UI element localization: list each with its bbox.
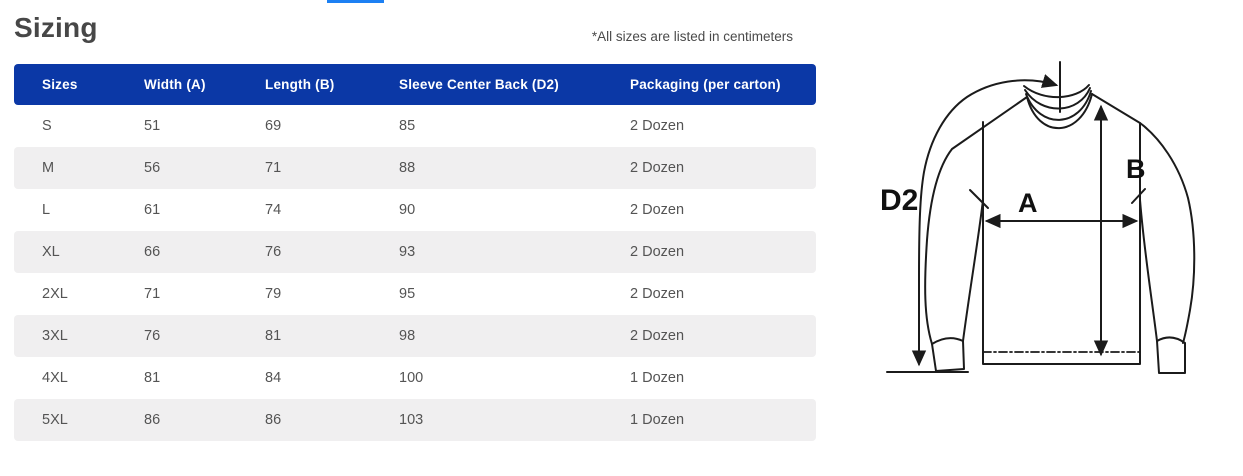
column-header-width: Width (A) [144, 77, 206, 92]
packaging-cell: 1 Dozen [630, 412, 685, 428]
sleeve-cell: 93 [399, 244, 416, 260]
sleeve-arrow-D2 [911, 74, 1059, 367]
length-cell: 76 [265, 244, 282, 260]
width-cell: 86 [144, 412, 161, 428]
column-header-sleeve: Sleeve Center Back (D2) [399, 77, 559, 92]
right-armpit-tick [1131, 188, 1146, 204]
width-cell: 66 [144, 244, 161, 260]
packaging-cell: 2 Dozen [630, 244, 685, 260]
measurement-arrows [886, 61, 1146, 373]
measurement-label-a: A [1018, 188, 1038, 218]
size-cell: M [42, 160, 55, 176]
page-title: Sizing [14, 12, 98, 43]
sleeve-cell: 95 [399, 286, 416, 302]
size-cell: 4XL [42, 370, 68, 386]
width-cell: 76 [144, 328, 161, 344]
shirt-outline [924, 84, 1196, 374]
measurement-label-d2: D2 [880, 184, 918, 217]
table-row: 4XL 81 84 100 1 Dozen [14, 357, 816, 399]
size-cell: 3XL [42, 328, 68, 344]
table-header-row: Sizes Width (A) Length (B) Sleeve Center… [14, 64, 816, 105]
sleeve-cell: 98 [399, 328, 416, 344]
units-note: *All sizes are listed in centimeters [591, 29, 793, 44]
length-cell: 79 [265, 286, 282, 302]
sleeve-cell: 100 [399, 370, 424, 386]
column-header-sizes: Sizes [42, 77, 78, 92]
length-cell: 84 [265, 370, 282, 386]
table-row: 2XL 71 79 95 2 Dozen [14, 273, 816, 315]
table-row: 5XL 86 86 103 1 Dozen [14, 399, 816, 441]
table-row: L 61 74 90 2 Dozen [14, 189, 816, 231]
table-row: S 51 69 85 2 Dozen [14, 105, 816, 147]
measurement-label-b: B [1126, 154, 1146, 184]
packaging-cell: 1 Dozen [630, 370, 685, 386]
packaging-cell: 2 Dozen [630, 202, 685, 218]
left-armpit-tick [969, 189, 989, 209]
column-header-length: Length (B) [265, 77, 335, 92]
width-cell: 81 [144, 370, 161, 386]
table-row: XL 66 76 93 2 Dozen [14, 231, 816, 273]
width-cell: 61 [144, 202, 161, 218]
length-cell: 71 [265, 160, 282, 176]
table-row: 3XL 76 81 98 2 Dozen [14, 315, 816, 357]
packaging-cell: 2 Dozen [630, 286, 685, 302]
length-cell: 81 [265, 328, 282, 344]
length-cell: 86 [265, 412, 282, 428]
length-cell: 69 [265, 118, 282, 134]
shirt-measurement-diagram: D2 A B [880, 61, 1196, 374]
width-cell: 71 [144, 286, 161, 302]
size-cell: 5XL [42, 412, 68, 428]
size-cell: S [42, 118, 52, 134]
length-cell: 74 [265, 202, 282, 218]
packaging-cell: 2 Dozen [630, 328, 685, 344]
column-header-packaging: Packaging (per carton) [630, 77, 781, 92]
sleeve-cell: 90 [399, 202, 416, 218]
packaging-cell: 2 Dozen [630, 160, 685, 176]
size-cell: 2XL [42, 286, 68, 302]
size-cell: L [42, 202, 51, 218]
sleeve-cell: 103 [399, 412, 424, 428]
width-cell: 51 [144, 118, 161, 134]
table-row: M 56 71 88 2 Dozen [14, 147, 816, 189]
size-cell: XL [42, 244, 60, 260]
sizing-table: Sizes Width (A) Length (B) Sleeve Center… [14, 64, 816, 441]
sleeve-cell: 85 [399, 118, 416, 134]
active-tab-underline[interactable] [327, 0, 384, 3]
width-cell: 56 [144, 160, 161, 176]
packaging-cell: 2 Dozen [630, 118, 685, 134]
sleeve-cell: 88 [399, 160, 416, 176]
